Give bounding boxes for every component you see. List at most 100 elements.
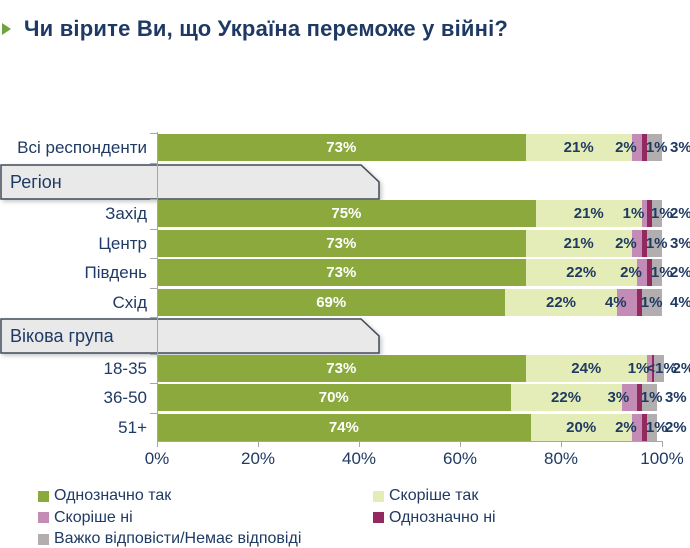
bar-segment-5 [651,259,662,286]
value-label: 1% [645,139,668,156]
value-label: 73% [326,234,357,252]
y-axis-tick [150,354,157,355]
group-header-label: Вікова група [10,326,114,346]
value-label: 2% [615,234,637,252]
legend-label: Скоріше так [389,487,479,504]
x-axis [157,441,663,442]
y-axis-tick [150,199,157,200]
value-label: 2% [670,264,690,281]
bar-segment-5 [641,288,662,316]
bar-segment-1 [157,288,506,316]
category-label: Схід [112,292,147,312]
value-label: 73% [326,139,357,156]
value-label: 3% [670,139,690,156]
bar-segment-1 [157,229,526,257]
value-label: 1% [627,359,650,377]
value-label: 1% [645,234,668,252]
value-label: 20% [566,418,597,436]
value-label: 4% [604,293,627,311]
page-title-row: Чи вірите Ви, що Україна переможе у війн… [2,16,508,42]
category-label: 36-50 [103,388,147,407]
bar-segment-5 [646,229,662,257]
bar-segment-3 [621,384,637,411]
bar-segment-4 [646,259,652,286]
group-tab-shape [0,318,380,354]
bar-segment-2 [525,134,632,161]
value-label: 2% [615,139,637,156]
group-header-label: Регіон [10,171,62,192]
value-label: 2% [620,264,642,281]
bar-row [157,354,665,382]
x-axis-tick [359,441,360,447]
x-axis-tick [460,441,461,447]
value-label: 22% [566,264,597,281]
bar-segment-1 [157,354,526,382]
value-label: 75% [331,205,362,222]
bar-row [157,229,662,257]
legend-item: Однозначно так [38,487,171,505]
y-axis-tick [150,163,157,164]
bar-row [157,259,662,286]
value-label: 1% [640,293,663,311]
category-label: Всі респонденти [17,138,147,157]
bar-segment-5 [651,200,662,227]
legend-item: Важко відповісти/Немає відповіді [38,530,301,548]
value-label: 1% [650,205,673,222]
value-label: 24% [571,359,602,377]
bar-segment-2 [535,200,642,227]
bar-segment-4 [636,288,642,316]
value-label: 2% [615,418,637,436]
bar-segment-1 [157,259,526,286]
legend-label: Важко відповісти/Немає відповіді [54,530,302,547]
bar-segment-4 [641,134,647,161]
bar-segment-3 [631,229,642,257]
value-label: <1% [646,359,677,377]
x-tick-label: 100% [640,449,684,468]
bar-segment-2 [510,384,622,411]
bar-row [157,134,662,161]
legend-item: Однозначно ні [373,509,496,527]
bar-segment-2 [525,259,637,286]
bar-segment-3 [616,288,637,316]
category-label: 51+ [118,417,147,437]
value-label: 3% [664,389,687,406]
bar-segment-5 [646,413,657,441]
legend-swatch [38,533,49,545]
bar-row [157,288,662,316]
category-label: 18-35 [103,358,147,378]
x-tick-label: 0% [144,449,170,468]
legend-swatch [373,490,384,502]
x-tick-label: 60% [442,449,478,468]
bar-segment-5 [646,134,662,161]
y-axis-tick [150,317,157,318]
legend-label: Скоріше ні [54,508,133,526]
value-label: 21% [563,139,594,156]
bar-segment-1 [157,200,536,227]
x-axis-tick [561,441,562,447]
value-label: 1% [640,389,663,406]
bar-segment-4 [641,229,647,257]
x-tick-label: 40% [341,449,377,468]
group-tab-shape [0,163,380,200]
value-label: 73% [326,264,357,281]
page-title: Чи вірите Ви, що Україна переможе у війн… [24,16,509,41]
bar-row [157,200,662,227]
group-header-tab: Вікова група [0,318,380,354]
value-label: 2% [672,359,690,377]
value-label: 3% [607,389,630,406]
y-axis-tick [150,383,157,384]
bar-segment-2 [525,354,647,382]
value-label: 69% [316,293,347,311]
bar-segment-2 [525,229,632,257]
value-label: 74% [328,418,359,436]
category-label: Захід [105,204,147,223]
value-label: 22% [545,293,577,311]
value-label: 2% [664,418,687,436]
legend-item: Скоріше так [373,487,478,505]
value-label: 1% [622,205,645,222]
x-tick-label: 80% [543,449,579,468]
y-axis [157,132,158,441]
value-label: 4% [670,293,690,311]
bar-segment-3 [641,200,647,227]
